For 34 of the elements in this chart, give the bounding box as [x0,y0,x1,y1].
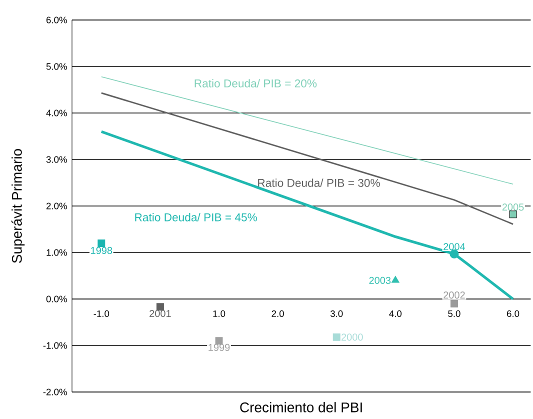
point [332,333,340,341]
x-tick-label: 6.0 [507,310,520,317]
series-label: 2002 [444,292,465,299]
series-label: 2000 [342,334,363,341]
y-tick-label: -2.0% [43,388,67,396]
y-tick-label: 3.0% [46,156,67,163]
series-label: 1998 [91,246,112,254]
x-tick-label: -1.0 [94,310,110,317]
x-axis-title: Crecimiento del PBI [240,402,362,412]
x-tick-label: 4.0 [389,310,402,317]
x-tick-label: 5.0 [448,310,460,317]
series-label: 2005 [502,204,524,211]
y-tick-label: 6.0% [46,16,67,24]
x-tick-label: 3.0 [330,310,343,317]
y-tick-label: 2.0% [46,202,67,210]
series-label: 2004 [444,243,466,250]
series-label: 2001 [150,310,171,318]
point [450,300,458,308]
point [98,239,106,247]
y-axis-title: Superávit Primario [11,149,25,263]
series-label: 2003 [369,276,391,284]
y-tick-label: -1.0% [43,342,67,349]
y-tick-label: 1.0% [46,249,67,256]
y-tick-label: 0.0% [46,296,67,302]
point [509,210,517,218]
text: Ratio Deuda/ PIB = 45% [135,213,258,222]
point [391,276,400,283]
y-tick-label: 4.0% [46,110,67,116]
y-tick-label: 5.0% [46,63,67,70]
series-label: 1999 [208,344,230,352]
series-label: Ratio Deuda/ PIB = 30% [258,178,380,187]
series-label: Ratio Deuda/ PIB = 20% [194,79,317,88]
x-tick-label: 1.0 [213,310,226,317]
x-tick-label: 2.0 [272,310,284,317]
